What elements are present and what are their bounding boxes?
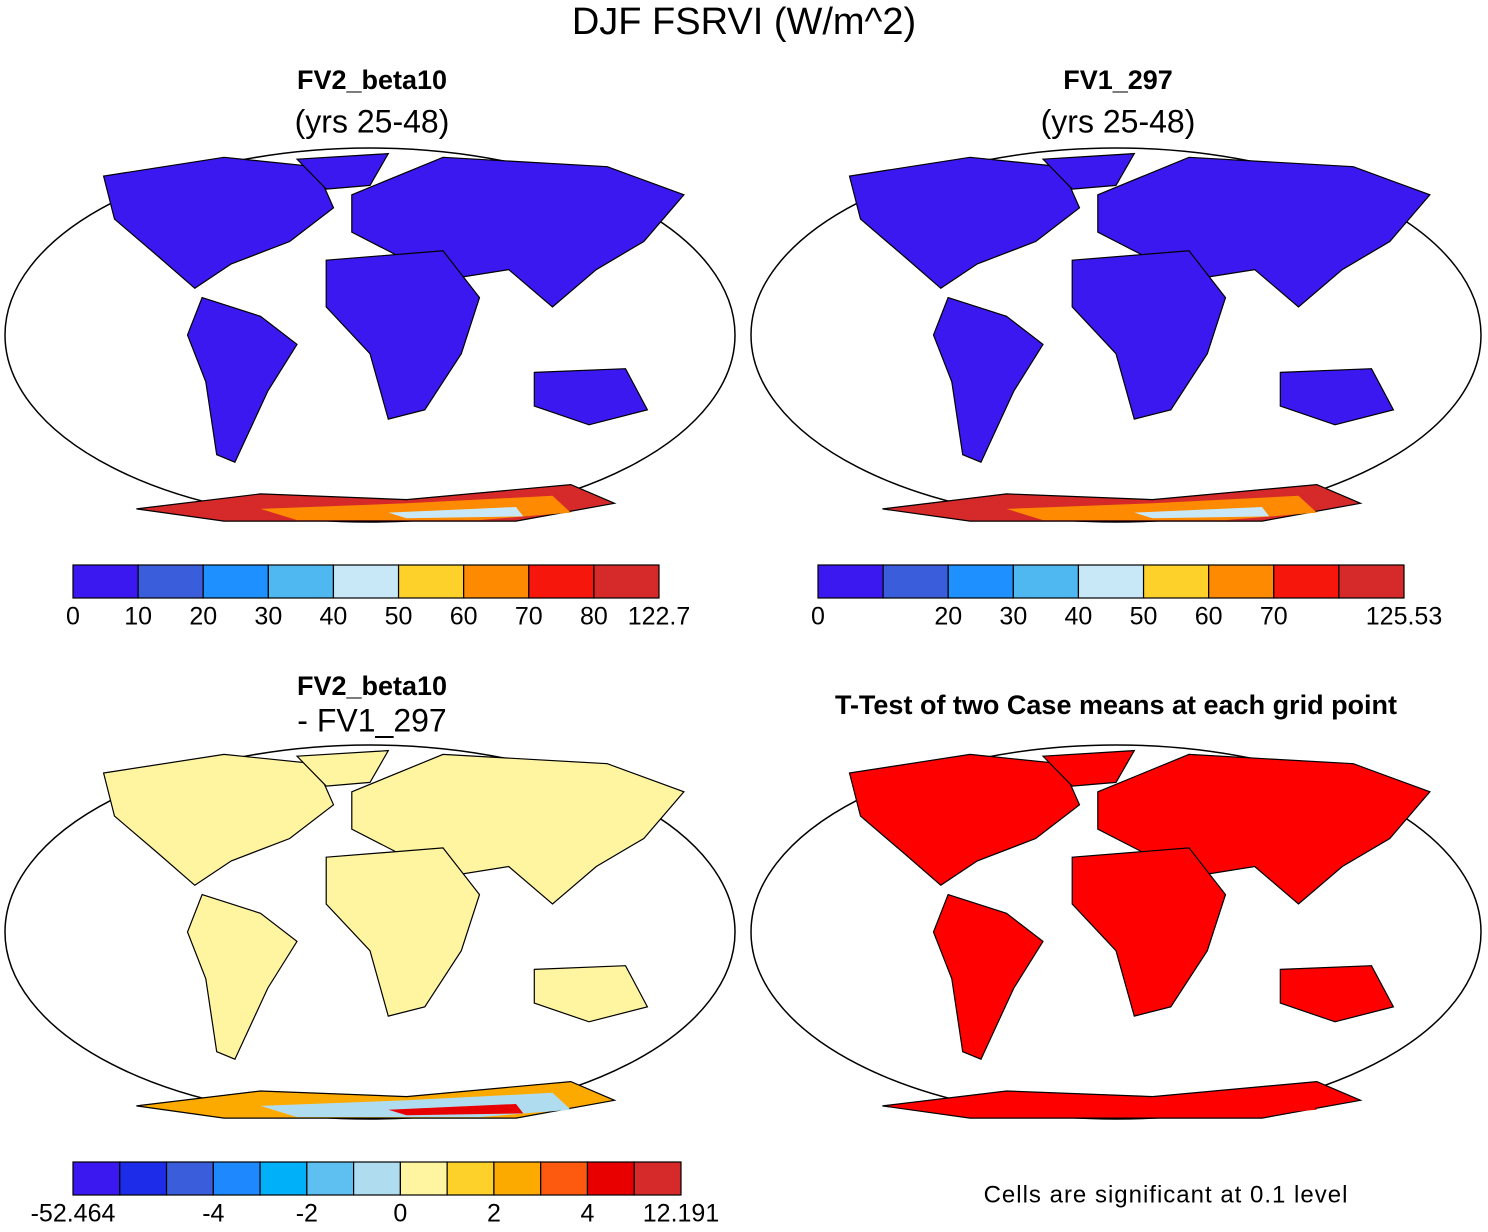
colorbar-cell [137,564,204,599]
land [1279,368,1395,426]
antarctica [388,507,524,519]
colorbar-cell [306,1161,355,1196]
colorbar-cell [586,1161,635,1196]
colorbar-label: 20 [934,603,962,631]
colorbar-cell [165,1161,214,1196]
panel-title: T-Test of two Case means at each grid po… [835,690,1397,720]
colorbar-label: 10 [124,603,152,631]
colorbar-cell [947,564,1014,599]
colorbar-label: 30 [254,603,282,631]
map-panel [750,744,1482,1120]
colorbar-label: 0 [66,603,80,631]
colorbar-label: -52.464 [31,1200,116,1227]
colorbar-label: 0 [811,603,825,631]
land [533,965,649,1023]
antarctica [1134,1104,1270,1116]
colorbar-label: 70 [1260,603,1288,631]
colorbar-cell [1208,564,1275,599]
colorbar-cell [540,1161,589,1196]
land [1071,847,1227,1017]
colorbar-cell [817,564,884,599]
land [186,893,298,1060]
colorbar-label: 125.53 [1366,603,1442,631]
colorbar-label: 0 [393,1200,407,1227]
colorbar-label: 60 [1195,603,1223,631]
colorbar-cell [202,564,269,599]
land [932,893,1044,1060]
colorbar-cell [1077,564,1145,599]
colorbar-label: 40 [1065,603,1093,631]
panel-subtitle: - FV1_297 [297,702,446,738]
colorbar-label: 60 [450,603,478,631]
colorbar-cell [463,564,530,599]
panel-title: FV2_beta10 [297,65,447,95]
colorbar-cell [259,1161,308,1196]
colorbar-label: 4 [581,1200,595,1227]
land [1279,965,1395,1023]
colorbar-cell [1338,564,1405,599]
panel-subtitle: (yrs 25-48) [295,103,450,139]
panel-subtitle: (yrs 25-48) [1041,103,1196,139]
colorbar-cell [633,1161,682,1196]
colorbar-cell [397,564,465,599]
colorbar-cell [332,564,400,599]
figure-title: DJF FSRVI (W/m^2) [572,1,916,43]
antarctica [1134,507,1270,519]
colorbar-cell [399,1161,448,1196]
antarctica [388,1104,524,1116]
land [533,368,649,426]
colorbar-cell [1012,564,1080,599]
land [1071,250,1227,420]
colorbar-label: 2 [487,1200,501,1227]
map-panel [4,744,736,1120]
land [102,753,335,887]
colorbar-cell [119,1161,168,1196]
land [848,156,1081,290]
colorbar-cell [446,1161,495,1196]
panel-title: FV1_297 [1063,65,1173,95]
colorbar-cell [267,564,335,599]
colorbar-cell [72,564,139,599]
land [295,749,390,787]
colorbar-label: -2 [296,1200,318,1227]
land [1041,749,1136,787]
colorbar-label: 40 [320,603,348,631]
colorbar-label: 122.7 [628,603,691,631]
colorbar-label: 20 [189,603,217,631]
colorbar-label: -4 [202,1200,224,1227]
land [932,296,1044,463]
colorbar-label: 50 [385,603,413,631]
colorbar-cell [593,564,660,599]
colorbar-label: 70 [515,603,543,631]
land [186,296,298,463]
colorbar-label: 80 [580,603,608,631]
map-panel [4,147,736,523]
land [325,847,481,1017]
colorbar-cell [212,1161,261,1196]
panel-title: FV2_beta10 [297,671,447,701]
colorbar-cell [493,1161,542,1196]
colorbar-cell [72,1161,121,1196]
land [325,250,481,420]
map-panel [750,147,1482,523]
colorbar-label: 50 [1130,603,1158,631]
colorbar-label: 12.191 [643,1200,719,1227]
land [1041,152,1136,190]
panel-note: Cells are significant at 0.1 level [984,1181,1349,1208]
land [848,753,1081,887]
colorbar-cell [353,1161,401,1196]
colorbar-cell [1142,564,1210,599]
colorbar-cell [528,564,595,599]
colorbar-cell [1273,564,1340,599]
colorbar-label: 30 [999,603,1027,631]
land [295,152,390,190]
colorbar-cell [882,564,949,599]
land [102,156,335,290]
